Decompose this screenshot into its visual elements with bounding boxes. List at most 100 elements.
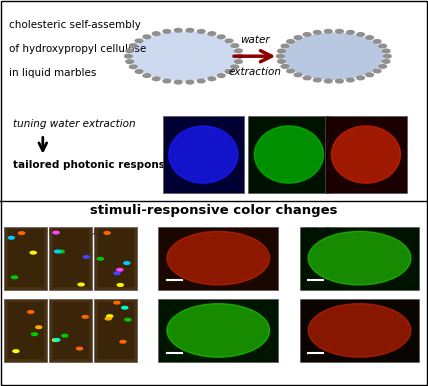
FancyBboxPatch shape xyxy=(325,117,407,193)
Circle shape xyxy=(281,44,289,48)
Circle shape xyxy=(107,315,113,318)
Circle shape xyxy=(126,60,134,63)
Text: extraction: extraction xyxy=(228,67,281,77)
Circle shape xyxy=(18,232,24,234)
Circle shape xyxy=(294,73,302,77)
Circle shape xyxy=(231,44,239,47)
Text: tuning water extraction: tuning water extraction xyxy=(13,119,136,129)
Circle shape xyxy=(30,251,36,254)
Circle shape xyxy=(313,78,321,82)
FancyBboxPatch shape xyxy=(94,299,137,362)
Circle shape xyxy=(357,33,364,36)
Circle shape xyxy=(313,30,321,34)
Circle shape xyxy=(285,33,383,79)
Circle shape xyxy=(281,64,289,68)
Ellipse shape xyxy=(254,126,324,183)
Circle shape xyxy=(135,39,143,43)
Text: stimuli-responsive color changes: stimuli-responsive color changes xyxy=(90,205,338,217)
FancyBboxPatch shape xyxy=(98,229,134,287)
Text: tailored photonic response: tailored photonic response xyxy=(13,159,172,169)
Circle shape xyxy=(129,44,137,47)
Circle shape xyxy=(382,59,390,63)
Circle shape xyxy=(143,74,151,77)
Circle shape xyxy=(382,49,390,53)
Circle shape xyxy=(54,250,60,253)
Circle shape xyxy=(133,32,235,80)
Ellipse shape xyxy=(308,231,411,285)
Circle shape xyxy=(236,54,244,58)
Circle shape xyxy=(120,340,126,343)
Circle shape xyxy=(197,79,205,83)
FancyBboxPatch shape xyxy=(300,299,419,362)
Circle shape xyxy=(122,306,128,309)
Circle shape xyxy=(347,30,354,34)
Text: temperature: temperature xyxy=(38,227,108,237)
Circle shape xyxy=(186,80,194,84)
Circle shape xyxy=(383,54,391,58)
Circle shape xyxy=(174,80,182,84)
Circle shape xyxy=(278,49,285,53)
FancyBboxPatch shape xyxy=(94,227,137,290)
Circle shape xyxy=(324,29,332,33)
FancyBboxPatch shape xyxy=(4,227,47,290)
FancyBboxPatch shape xyxy=(248,117,330,193)
Circle shape xyxy=(53,339,59,342)
Circle shape xyxy=(303,76,311,80)
Circle shape xyxy=(117,269,123,271)
Text: in liquid marbles: in liquid marbles xyxy=(9,68,96,78)
Circle shape xyxy=(77,347,83,350)
Circle shape xyxy=(152,32,160,36)
Circle shape xyxy=(104,232,110,234)
Circle shape xyxy=(287,69,294,73)
Text: of hydroxypropyl cellulose: of hydroxypropyl cellulose xyxy=(9,44,146,54)
Circle shape xyxy=(105,317,111,320)
FancyBboxPatch shape xyxy=(98,302,134,359)
Circle shape xyxy=(58,250,64,253)
Text: compression: compression xyxy=(192,227,262,237)
Circle shape xyxy=(324,80,332,83)
Circle shape xyxy=(114,301,120,304)
Circle shape xyxy=(8,237,14,239)
FancyBboxPatch shape xyxy=(4,299,47,362)
Text: water: water xyxy=(240,35,270,45)
Ellipse shape xyxy=(169,126,238,183)
FancyBboxPatch shape xyxy=(49,227,92,290)
Circle shape xyxy=(163,30,171,33)
Circle shape xyxy=(12,276,18,279)
FancyBboxPatch shape xyxy=(53,302,89,359)
Circle shape xyxy=(217,35,225,39)
FancyBboxPatch shape xyxy=(49,299,92,362)
Circle shape xyxy=(152,77,160,81)
FancyBboxPatch shape xyxy=(8,229,44,287)
FancyBboxPatch shape xyxy=(300,227,419,290)
Circle shape xyxy=(235,49,242,52)
Circle shape xyxy=(114,272,120,274)
Circle shape xyxy=(336,29,343,33)
Circle shape xyxy=(78,283,84,286)
Circle shape xyxy=(98,257,104,260)
Circle shape xyxy=(347,78,354,82)
Circle shape xyxy=(117,284,123,286)
Circle shape xyxy=(54,339,60,341)
Circle shape xyxy=(208,32,216,36)
Circle shape xyxy=(135,70,143,73)
FancyBboxPatch shape xyxy=(163,117,244,193)
Circle shape xyxy=(124,262,130,264)
Circle shape xyxy=(186,29,194,32)
Ellipse shape xyxy=(167,231,270,285)
Circle shape xyxy=(294,36,302,39)
Circle shape xyxy=(197,30,205,33)
Circle shape xyxy=(83,256,89,258)
Ellipse shape xyxy=(308,304,411,357)
Circle shape xyxy=(303,33,311,36)
Circle shape xyxy=(225,39,233,43)
Circle shape xyxy=(231,65,239,69)
Circle shape xyxy=(13,350,19,352)
Circle shape xyxy=(357,76,364,80)
Circle shape xyxy=(32,333,38,335)
Circle shape xyxy=(28,311,34,313)
Circle shape xyxy=(379,44,386,48)
Circle shape xyxy=(225,70,233,73)
Circle shape xyxy=(336,80,343,83)
Circle shape xyxy=(217,74,225,77)
